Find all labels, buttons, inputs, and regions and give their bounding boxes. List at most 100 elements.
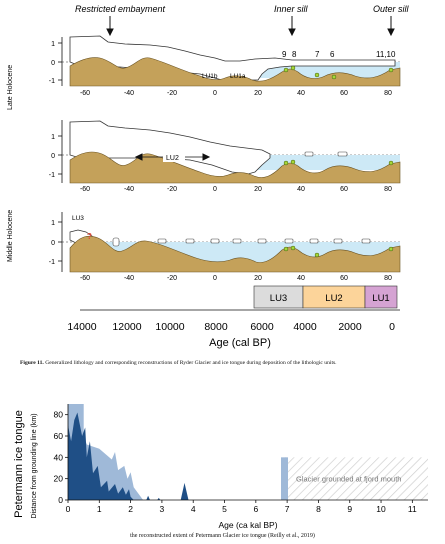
svg-text:20: 20 (254, 186, 262, 193)
svg-text:0: 0 (213, 186, 217, 193)
outer-sill-label: Outer sill (373, 4, 410, 14)
svg-text:40: 40 (297, 186, 305, 193)
icebergs-p3 (112, 237, 371, 247)
panel-late-holocene: 1 0 -1 LU1b LU1a 9 8 7 6 11,10 -60 -40 -… (49, 35, 401, 97)
restricted-embayment-label: Restricted embayment (75, 4, 166, 14)
lu1b-label: LU1b (202, 73, 218, 80)
svg-text:0: 0 (213, 90, 217, 97)
svg-text:-40: -40 (124, 186, 134, 193)
series-3-area (146, 495, 151, 500)
grounded-hatch (284, 457, 428, 500)
svg-text:4000: 4000 (293, 321, 317, 333)
y-tick-neg1-p3: -1 (49, 259, 55, 266)
y-tick-label-1: 20 (54, 474, 64, 484)
grounded-region: Glacier grounded at fjord mouth (281, 457, 428, 500)
svg-text:12000: 12000 (112, 321, 141, 333)
svg-text:60: 60 (340, 275, 348, 282)
unit-lu1-label: LU1 (372, 293, 389, 304)
unit-lu2-label: LU2 (325, 293, 342, 304)
x-tick-label-4: 4 (191, 504, 196, 514)
series-4-area (157, 497, 161, 500)
x-axis-p3: -60 -40 -20 0 20 40 60 80 (80, 275, 392, 282)
svg-text:14000: 14000 (67, 321, 96, 333)
lithologic-units-bar: LU3 LU2 LU1 (253, 285, 398, 309)
petermann-caption: the reconstructed extent of Petermann Gl… (130, 533, 315, 539)
lu1a-label: LU1a (230, 73, 246, 80)
x-tick-label-6: 6 (253, 504, 258, 514)
y-tick-label-2: 40 (54, 452, 64, 462)
petermann-chart: Petermann ice tongue Distance from groun… (13, 404, 428, 530)
svg-text:0: 0 (213, 275, 217, 282)
chart-ylabel: Distance from grounding line (km) (31, 413, 38, 518)
chart-title: Petermann ice tongue (13, 410, 25, 518)
age-axis: 14000 12000 10000 8000 6000 4000 2000 0 … (67, 309, 400, 349)
x-tick-label-2: 2 (128, 504, 133, 514)
svg-text:80: 80 (384, 186, 392, 193)
question-mark: ? (87, 232, 92, 241)
y-tick-neg1-p1: -1 (49, 78, 55, 85)
y-tick-neg1-p2: -1 (49, 172, 55, 179)
svg-text:10000: 10000 (155, 321, 184, 333)
svg-text:0: 0 (389, 321, 395, 333)
site-8: 8 (292, 50, 297, 59)
y-tick-label-0: 0 (58, 495, 63, 505)
core-sites-p3 (283, 245, 394, 258)
site-7: 7 (315, 50, 320, 59)
svg-text:20: 20 (254, 90, 262, 97)
svg-text:-60: -60 (80, 186, 90, 193)
y-tick-0-p1: 0 (51, 60, 55, 67)
svg-text:80: 80 (384, 275, 392, 282)
x-tick-label-1: 1 (97, 504, 102, 514)
middle-holocene-label: Middle Holocene (7, 210, 14, 262)
x-tick-label-8: 8 (316, 504, 321, 514)
icebergs-p2 (304, 151, 348, 157)
arrow-restricted (106, 16, 114, 37)
x-tick-label-9: 9 (347, 504, 352, 514)
chart-xlabel: Age (ca kal BP) (218, 520, 277, 530)
x-tick-label-0: 0 (66, 504, 71, 514)
x-tick-label-3: 3 (160, 504, 165, 514)
svg-text:-20: -20 (167, 90, 177, 97)
svg-text:40: 40 (297, 275, 305, 282)
svg-text:-60: -60 (80, 90, 90, 97)
x-tick-label-11: 11 (408, 504, 417, 514)
grounded-bar (281, 457, 288, 500)
y-tick-1-p3: 1 (51, 220, 55, 227)
svg-text:80: 80 (384, 90, 392, 97)
svg-text:8000: 8000 (204, 321, 228, 333)
chart-series (68, 404, 189, 500)
svg-text:40: 40 (297, 90, 305, 97)
late-holocene-label: Late Holocene (7, 65, 14, 110)
svg-text:-60: -60 (80, 275, 90, 282)
arrow-inner (288, 16, 296, 37)
age-axis-label: Age (cal BP) (209, 337, 271, 349)
y-tick-label-4: 80 (54, 410, 64, 420)
panel-middle-early: 1 0 -1 LU2 -60 -40 -20 0 20 40 60 (49, 120, 401, 193)
x-tick-label-7: 7 (285, 504, 290, 514)
x-tick-label-10: 10 (376, 504, 386, 514)
svg-text:60: 60 (340, 186, 348, 193)
svg-text:6000: 6000 (250, 321, 274, 333)
x-axis-p2: -60 -40 -20 0 20 40 60 80 (80, 186, 392, 193)
svg-text:2000: 2000 (338, 321, 362, 333)
site-9: 9 (282, 50, 287, 59)
svg-text:20: 20 (254, 275, 262, 282)
grounded-label: Glacier grounded at fjord mouth (296, 475, 401, 484)
chart-axes: 0 20 40 60 80 0 1 2 3 4 5 6 7 8 9 10 11 (54, 404, 428, 514)
x-axis-p1: -60 -40 -20 0 20 40 60 80 (80, 90, 392, 97)
svg-text:-40: -40 (124, 90, 134, 97)
panel-middle-holocene: 1 0 -1 LU3 ? -60 -40 -20 0 (49, 212, 401, 282)
y-tick-0-p3: 0 (51, 240, 55, 247)
series-1-area (68, 412, 134, 500)
y-tick-1-p2: 1 (51, 134, 55, 141)
inner-sill-label: Inner sill (274, 4, 309, 14)
site-11-10: 11,10 (376, 50, 396, 59)
arrow-outer (387, 16, 395, 37)
series-2-area (180, 482, 189, 500)
unit-lu1 (364, 285, 398, 309)
y-tick-1-p1: 1 (51, 41, 55, 48)
core-sites-p1 (283, 65, 394, 80)
svg-text:-20: -20 (167, 186, 177, 193)
svg-text:-20: -20 (167, 275, 177, 282)
lu3-label-p3: LU3 (72, 215, 84, 222)
